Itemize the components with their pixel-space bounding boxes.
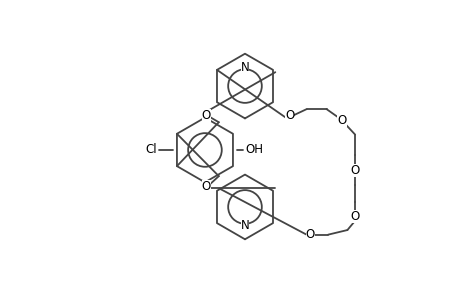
Text: Cl: Cl bbox=[145, 143, 157, 157]
Text: O: O bbox=[285, 109, 294, 122]
Text: O: O bbox=[350, 164, 359, 177]
Text: OH: OH bbox=[245, 143, 263, 157]
Text: O: O bbox=[202, 180, 211, 193]
Text: N: N bbox=[240, 61, 249, 74]
Text: O: O bbox=[336, 114, 346, 127]
Text: O: O bbox=[202, 109, 211, 122]
Text: O: O bbox=[305, 228, 314, 241]
Text: N: N bbox=[240, 219, 249, 232]
Text: O: O bbox=[350, 211, 359, 224]
